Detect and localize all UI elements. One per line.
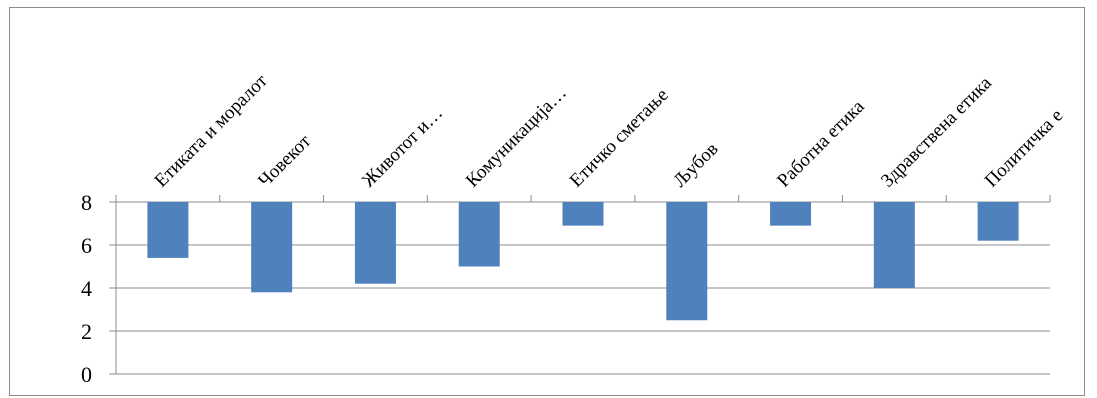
bar	[666, 202, 708, 321]
chart-area: 0 2 4 6 8 Етиката и моралот Човекот Животот и……	[9, 7, 1085, 396]
category-label: Етичко сметање	[566, 85, 673, 192]
y-tick-label: 4	[81, 276, 92, 301]
bar	[873, 202, 915, 288]
category-label: Политичка е	[981, 105, 1067, 191]
bar	[251, 202, 293, 293]
category-label: Работна етика	[773, 96, 869, 192]
bar	[770, 202, 812, 226]
bar	[354, 202, 396, 284]
y-tick-label: 6	[81, 233, 92, 258]
category-label: Здравствена етика	[877, 72, 996, 191]
category-label: Етиката и моралот	[151, 70, 273, 192]
y-tick-labels: 0 2 4 6 8	[81, 190, 92, 387]
y-tick-label: 8	[81, 190, 92, 215]
bar	[147, 202, 189, 258]
axes	[109, 195, 1051, 375]
y-tick-label: 2	[81, 319, 92, 344]
category-label: Љубов	[669, 139, 722, 192]
bar	[562, 202, 604, 226]
bar	[977, 202, 1019, 241]
bar	[458, 202, 500, 267]
bars	[147, 202, 1019, 321]
category-label: Животот и…	[358, 103, 447, 192]
y-tick-label: 0	[81, 362, 92, 387]
category-label: Човекот	[254, 130, 315, 191]
category-label: Комуникација…	[462, 83, 571, 192]
